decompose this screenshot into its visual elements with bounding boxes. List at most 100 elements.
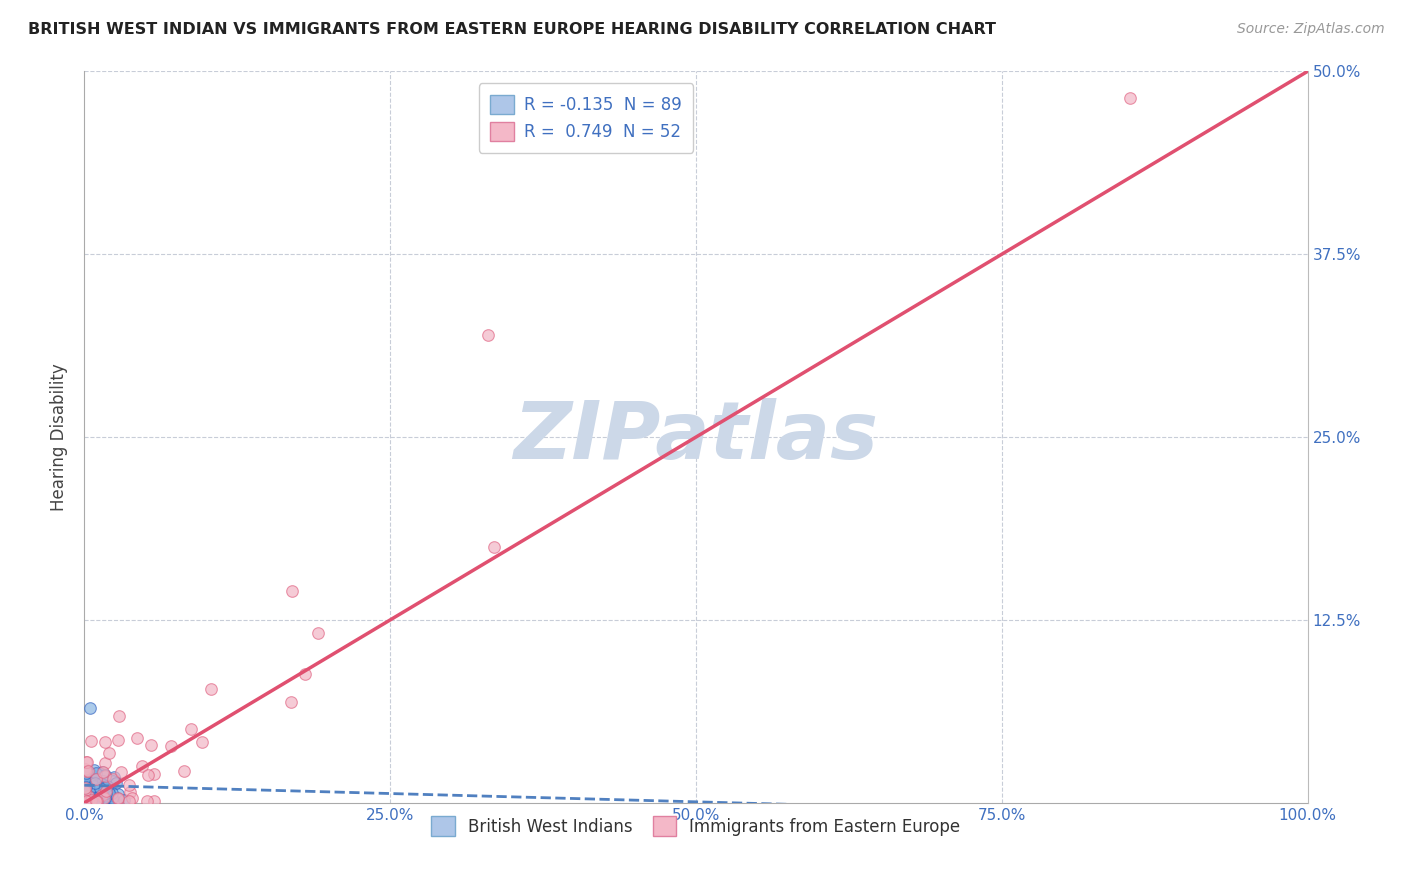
Point: [79, 775, 101, 789]
Point: [73, 774, 96, 789]
Point: [79, 780, 101, 794]
Point: [80, 794, 103, 808]
Point: [160, 739, 183, 753]
Point: [482, 540, 505, 554]
Point: [76, 755, 98, 769]
Point: [97, 783, 120, 797]
Point: [83, 764, 105, 778]
Point: [91, 789, 114, 803]
Point: [93, 779, 115, 793]
Point: [90, 793, 112, 807]
Point: [107, 787, 129, 801]
Point: [76, 789, 98, 804]
Point: [79, 792, 101, 806]
Point: [141, 738, 163, 752]
Point: [84, 794, 107, 808]
Point: [131, 759, 153, 773]
Point: [82, 774, 104, 789]
Point: [107, 792, 129, 806]
Text: ZIPatlas: ZIPatlas: [513, 398, 879, 476]
Point: [77, 784, 100, 798]
Point: [75, 755, 97, 769]
Point: [94, 789, 117, 803]
Point: [76, 781, 98, 796]
Point: [173, 764, 195, 778]
Point: [75, 780, 97, 794]
Point: [73, 781, 96, 796]
Point: [86, 781, 108, 796]
Point: [477, 327, 499, 342]
Point: [94, 756, 117, 770]
Point: [94, 786, 117, 800]
Point: [103, 770, 125, 784]
Point: [100, 778, 122, 792]
Point: [191, 735, 214, 749]
Point: [200, 682, 222, 697]
Point: [86, 780, 108, 795]
Point: [135, 794, 157, 808]
Point: [104, 776, 127, 790]
Point: [86, 792, 108, 806]
Point: [75, 774, 97, 789]
Point: [94, 768, 117, 782]
Point: [76, 783, 98, 797]
Point: [76, 774, 98, 789]
Point: [118, 785, 141, 799]
Point: [118, 778, 141, 792]
Point: [89, 781, 111, 796]
Point: [83, 777, 105, 791]
Point: [107, 791, 129, 805]
Point: [76, 794, 98, 808]
Point: [89, 773, 111, 788]
Point: [112, 793, 135, 807]
Point: [98, 780, 121, 794]
Point: [94, 791, 117, 805]
Point: [294, 667, 316, 681]
Point: [75, 783, 97, 797]
Point: [76, 780, 98, 794]
Point: [93, 780, 115, 795]
Point: [73, 790, 96, 805]
Point: [83, 776, 105, 790]
Point: [83, 780, 105, 795]
Point: [75, 788, 97, 802]
Text: Source: ZipAtlas.com: Source: ZipAtlas.com: [1237, 22, 1385, 37]
Point: [1119, 91, 1142, 105]
Point: [91, 764, 114, 779]
Point: [281, 583, 304, 598]
Point: [77, 794, 100, 808]
Point: [86, 789, 108, 803]
Point: [103, 774, 125, 789]
Point: [77, 784, 100, 798]
Point: [80, 778, 103, 792]
Y-axis label: Hearing Disability: Hearing Disability: [51, 363, 69, 511]
Point: [76, 779, 98, 793]
Point: [75, 764, 97, 778]
Point: [76, 764, 98, 778]
Point: [82, 781, 104, 796]
Point: [82, 773, 104, 788]
Point: [91, 773, 114, 788]
Point: [93, 781, 115, 796]
Point: [75, 794, 97, 808]
Point: [79, 766, 101, 780]
Point: [93, 791, 115, 805]
Point: [280, 695, 302, 709]
Point: [80, 780, 103, 794]
Point: [90, 765, 112, 780]
Point: [94, 794, 117, 808]
Point: [79, 782, 101, 797]
Point: [110, 765, 132, 780]
Point: [89, 793, 111, 807]
Point: [105, 790, 128, 805]
Point: [84, 772, 107, 787]
Point: [90, 767, 112, 781]
Point: [79, 700, 101, 714]
Point: [75, 762, 97, 776]
Point: [108, 709, 131, 723]
Point: [90, 782, 112, 797]
Point: [143, 766, 166, 780]
Point: [100, 791, 122, 805]
Point: [77, 780, 100, 795]
Point: [87, 780, 110, 794]
